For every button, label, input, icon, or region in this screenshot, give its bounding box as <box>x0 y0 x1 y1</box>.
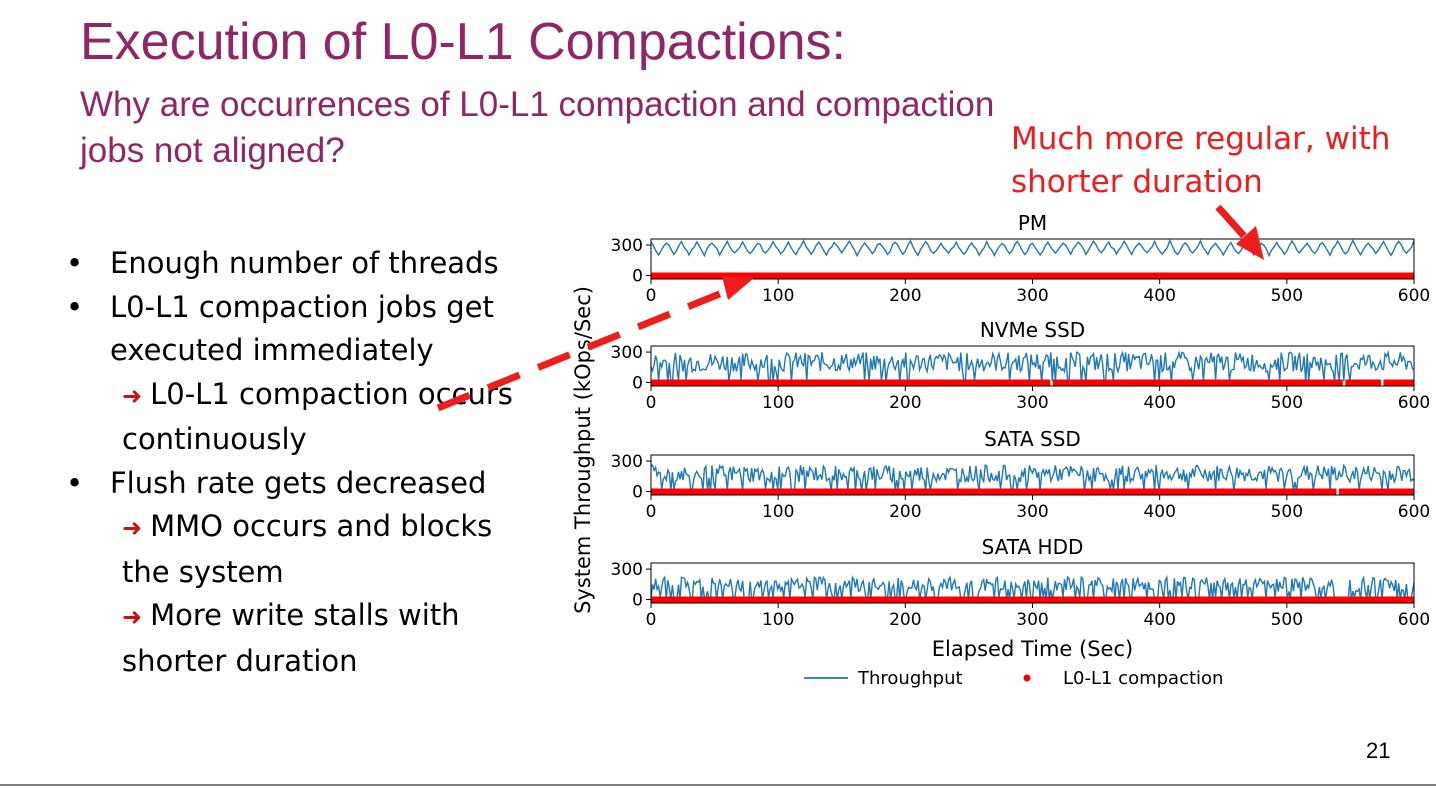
y-tick-label: 300 <box>611 452 643 472</box>
bullet-item: • Flush rate gets decreased <box>66 462 546 506</box>
bullet-dot: • <box>66 289 84 324</box>
arrow-right-icon: ➜ <box>122 381 143 410</box>
x-tick-label: 500 <box>1271 502 1303 522</box>
bullet-item: • Enough number of threads <box>66 242 546 286</box>
callout-text: Much more regular, with shorter duration <box>1011 121 1391 200</box>
y-tick-label: 0 <box>632 373 643 393</box>
bullet-text: L0-L1 compaction jobs get executed immed… <box>110 289 494 368</box>
throughput-line <box>650 463 1415 494</box>
x-tick-label: 100 <box>762 286 794 306</box>
x-tick-label: 600 <box>1398 502 1430 522</box>
slide-subtitle: Why are occurrences of L0-L1 compaction … <box>80 85 995 170</box>
x-tick-label: 200 <box>889 502 921 522</box>
sub-bullet: ➜ MMO occurs and blocks the system <box>66 505 546 594</box>
x-tick-label: 0 <box>646 502 657 522</box>
panel-title: NVMe SSD <box>980 318 1085 342</box>
legend-compaction-swatch <box>1023 674 1031 682</box>
x-tick-label: 0 <box>646 393 657 413</box>
sub-bullet: ➜ L0-L1 compaction occurs continuously <box>66 373 546 462</box>
x-tick-label: 400 <box>1143 610 1175 630</box>
x-tick-label: 0 <box>646 286 657 306</box>
panel-title: SATA SSD <box>984 427 1081 451</box>
y-tick-label: 0 <box>632 482 643 502</box>
bullet-dot: • <box>66 246 84 280</box>
x-tick-label: 200 <box>889 393 921 413</box>
footer-divider <box>0 784 1436 786</box>
callout-arrowhead <box>1236 226 1264 260</box>
sub-bullet: ➜ More write stalls with shorter duration <box>66 594 546 683</box>
x-tick-label: 600 <box>1398 393 1430 413</box>
throughput-line <box>650 349 1415 384</box>
bullet-item: • L0-L1 compaction jobs get executed imm… <box>66 286 546 373</box>
panel-title: SATA HDD <box>982 535 1084 559</box>
slide-title: Execution of L0-L1 Compactions: <box>80 13 846 71</box>
arrow-right-icon: ➜ <box>122 514 143 542</box>
bullet-list: • Enough number of threads • L0-L1 compa… <box>66 242 546 683</box>
x-tick-label: 400 <box>1143 393 1175 413</box>
x-tick-label: 300 <box>1016 286 1048 306</box>
annotation-arrowhead <box>722 276 754 300</box>
legend-throughput-label: Throughput <box>857 668 963 689</box>
bullet-text: Flush rate gets decreased <box>110 465 487 500</box>
x-tick-label: 500 <box>1271 286 1303 306</box>
sub-bullet-text: L0-L1 compaction occurs continuously <box>122 376 513 457</box>
bullet-dot: • <box>66 465 84 500</box>
x-tick-label: 100 <box>762 502 794 522</box>
throughput-line <box>650 574 1415 602</box>
y-tick-label: 300 <box>611 236 643 256</box>
x-tick-label: 100 <box>762 610 794 630</box>
x-tick-label: 200 <box>889 610 921 630</box>
x-tick-label: 300 <box>1016 610 1048 630</box>
y-axis-label: System Throughput (kOps/Sec) <box>571 286 595 614</box>
x-tick-label: 400 <box>1143 502 1175 522</box>
x-tick-label: 200 <box>889 286 921 306</box>
x-tick-label: 400 <box>1143 286 1175 306</box>
y-tick-label: 0 <box>632 266 643 286</box>
bullet-text: Enough number of threads <box>110 246 499 280</box>
x-tick-label: 300 <box>1016 393 1048 413</box>
x-tick-label: 600 <box>1398 610 1430 630</box>
y-tick-label: 300 <box>611 560 643 580</box>
x-tick-label: 600 <box>1398 286 1430 306</box>
y-tick-label: 0 <box>632 590 643 610</box>
x-axis-label: Elapsed Time (Sec) <box>932 637 1133 661</box>
x-tick-label: 100 <box>762 393 794 413</box>
x-tick-label: 300 <box>1016 502 1048 522</box>
x-tick-label: 500 <box>1271 610 1303 630</box>
x-tick-label: 0 <box>646 610 657 630</box>
legend-compaction-label: L0-L1 compaction <box>1063 668 1223 689</box>
y-tick-label: 300 <box>611 343 643 363</box>
page-number: 21 <box>1366 738 1391 763</box>
panel-title: PM <box>1018 211 1047 235</box>
throughput-line <box>650 238 1415 258</box>
x-tick-label: 500 <box>1271 393 1303 413</box>
sub-bullet-text: More write stalls with shorter duration <box>122 598 460 678</box>
arrow-right-icon: ➜ <box>122 603 143 631</box>
callout-arrow-line <box>1215 204 1247 239</box>
sub-bullet-text: MMO occurs and blocks the system <box>122 509 493 589</box>
